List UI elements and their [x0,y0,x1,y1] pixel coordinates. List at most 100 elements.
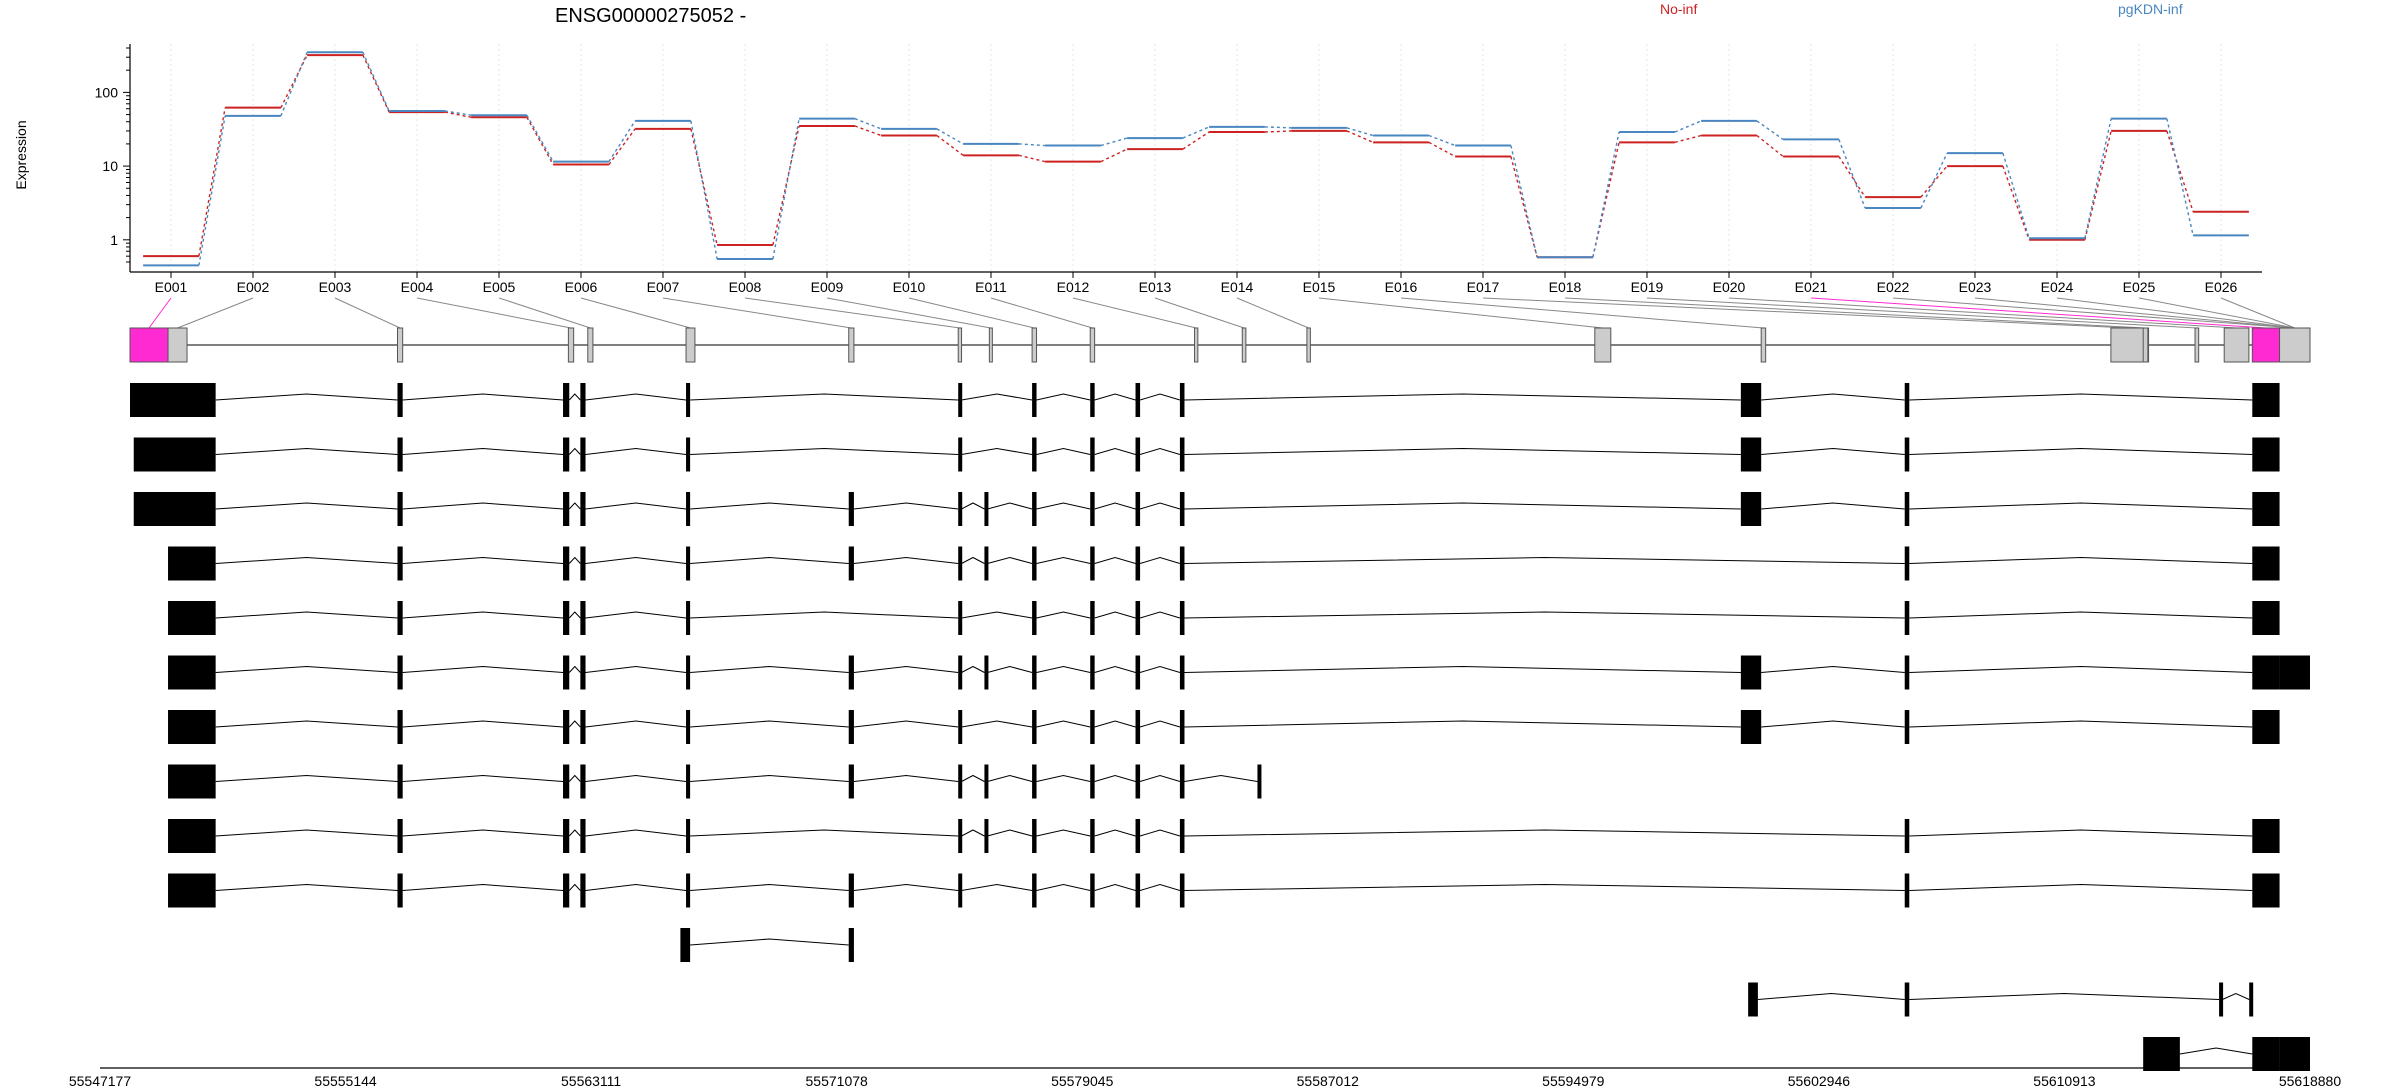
transcript-exon [133,492,216,526]
connector-E021 [1810,297,2266,329]
transcript-exon [1090,437,1095,472]
connector-E013 [1154,297,1245,329]
legend-no-inf: No-inf [1660,1,1697,17]
connector [1674,134,1702,144]
genomic-tick-label: 55602946 [1788,1073,1851,1089]
genomic-tick-label: 55610913 [2033,1073,2096,1089]
intron [215,720,398,728]
intron [1761,665,1905,673]
transcript-exon [1032,764,1037,799]
intron [1184,883,1905,891]
connector-E017 [1482,297,2130,329]
model-exon-E018 [2142,327,2149,363]
intron [1184,447,1741,455]
model-exon-E002 [167,327,188,363]
intron [1761,447,1905,455]
connector-E012 [1072,297,1197,329]
intron [1909,829,2253,837]
connector [1838,139,1866,209]
intron [987,829,1033,837]
connector [2084,130,2112,240]
intron [1909,611,2253,619]
genomic-tick-label: 55563111 [561,1073,621,1089]
transcript-exon [580,546,586,581]
exon-label-E004: E004 [401,279,434,295]
transcript-exon [984,492,989,526]
intron [585,611,687,619]
intron [1139,883,1181,891]
transcript-exon [168,819,216,853]
intron [1036,665,1091,673]
exon-label-E021: E021 [1795,279,1828,295]
intron [585,720,687,728]
intron [690,883,849,891]
transcript-exon [2252,546,2280,581]
intron [1094,556,1136,564]
intron [690,829,959,837]
intron [585,665,687,673]
transcript-exon [958,383,963,417]
intron [1909,556,2253,564]
transcript-exon [1904,873,1910,908]
transcript-exon [133,437,216,472]
intron [568,447,581,455]
transcript-exon [580,764,586,799]
connector [690,128,718,246]
intron [1036,502,1091,510]
transcript-3 [133,492,2280,526]
transcript-exon [1740,655,1762,690]
transcript-exon [958,655,963,690]
connector-E020 [1728,297,2237,329]
transcript-exon [958,873,963,908]
intron [585,774,687,782]
transcript-exon [1032,710,1037,744]
intron [1139,611,1181,619]
intron [1036,883,1091,891]
transcript-1 [130,383,2280,417]
transcript-exon [2143,1037,2180,1071]
connector [1428,134,1456,147]
transcript-exon [1179,437,1185,472]
intron [1036,720,1091,728]
connector [362,51,390,112]
model-exon-E003 [396,327,404,363]
intron [215,829,398,837]
genomic-tick-label: 55587012 [1297,1073,1360,1089]
connector-E015 [1318,297,1603,329]
transcript-exon [1179,546,1185,581]
intron [1139,774,1181,782]
transcript-exon [1135,383,1141,417]
exon-label-E003: E003 [319,279,352,295]
intron [1909,883,2253,891]
transcript-exon [686,655,691,690]
exon-label-E002: E002 [237,279,270,295]
transcript-exon [580,492,586,526]
exon-label-E023: E023 [1959,279,1992,295]
connector [362,54,390,113]
transcript-exon [1135,710,1141,744]
model-exon-E017 [2110,327,2150,363]
intron [402,720,564,728]
transcript-exon [1135,819,1141,853]
intron [690,665,849,673]
model-exon-E009 [988,327,993,363]
intron [961,774,985,782]
transcript-exon [563,437,570,472]
intron [1184,829,1905,837]
intron [402,447,564,455]
intron [568,502,581,510]
transcript-exon [686,546,691,581]
transcript-exon [2279,655,2310,690]
connector-E023 [1974,297,2295,329]
model-exon-E005 [587,327,594,363]
intron [961,611,1033,619]
connector [1592,142,1620,258]
intron [690,502,849,510]
connector [608,120,636,163]
connector-E001 [148,297,172,329]
transcript-exon [580,873,586,908]
connector [198,107,226,257]
intron [585,393,687,401]
connector-E003 [334,297,401,329]
intron [1909,447,2253,455]
